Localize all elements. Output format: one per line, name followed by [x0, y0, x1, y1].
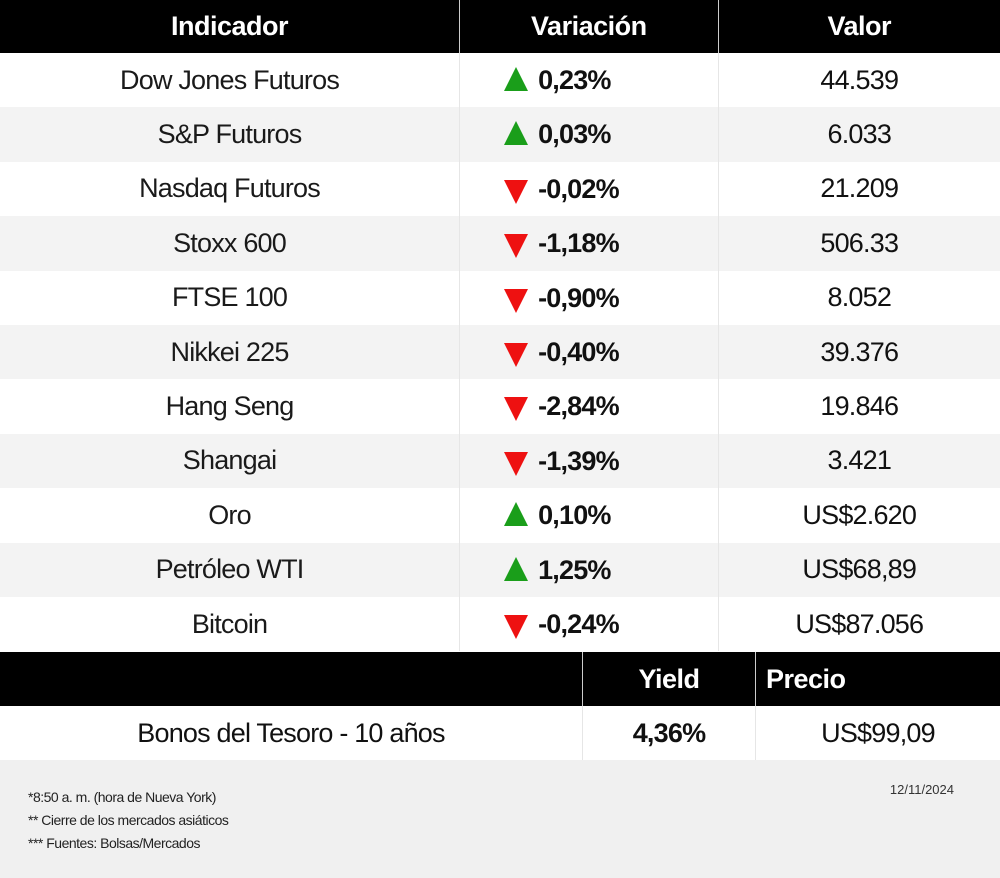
indicator-name: Hang Seng [165, 391, 295, 422]
variation-value: -0,02% [538, 173, 620, 204]
triangle-up-icon [504, 121, 529, 146]
indicator-value: 6.033 [717, 107, 1000, 162]
indicator-value: 19.846 [717, 379, 1000, 434]
bond-name: Bonos del Tesoro - 10 años [137, 717, 445, 748]
indicator-name: Petróleo WTI [155, 554, 305, 585]
indicator-name: Nasdaq Futuros [139, 173, 321, 204]
triangle-down-icon [504, 288, 529, 313]
variation-value: -1,18% [538, 228, 620, 259]
table-row: FTSE 100 -0,90% 8.052 [0, 270, 1000, 325]
indicator-name: Bitcoin [191, 608, 268, 639]
table-row: Dow Jones Futuros 0,23% 44.539 [0, 53, 1000, 108]
header-price: Precio [755, 652, 1000, 706]
table-row: Nikkei 225 -0,40% 39.376 [0, 324, 1000, 380]
header-value: Valor [717, 0, 1000, 53]
indicator-value: 44.539 [717, 53, 1000, 108]
indicator-name: S&P Futuros [157, 119, 303, 150]
table-row: Shangai -1,39% 3.421 [0, 433, 1000, 489]
triangle-up-icon [504, 502, 529, 527]
bond-price: US$99,09 [755, 706, 1000, 760]
variation-value: 0,23% [538, 65, 611, 95]
variation-cell: -1,39% [459, 433, 717, 489]
indicator-name: Oro [208, 499, 251, 530]
variation-value: -0,90% [538, 282, 620, 313]
table-row: Stoxx 600 -1,18% 506.33 [0, 216, 1000, 271]
triangle-up-icon [504, 67, 529, 91]
bond-row: Bonos del Tesoro - 10 años 4,36% US$99,0… [0, 706, 1000, 760]
variation-cell: -2,84% [459, 379, 717, 434]
variation-cell: -1,18% [459, 216, 717, 271]
table-row: S&P Futuros 0,03% 6.033 [0, 107, 1000, 162]
variation-value: -1,39% [538, 445, 620, 476]
indicator-name: Nikkei 225 [170, 336, 290, 367]
triangle-up-icon [504, 556, 529, 581]
table-row: Bitcoin -0,24% US$87.056 [0, 596, 1000, 652]
triangle-down-icon [504, 397, 529, 422]
indicator-value: US$87.056 [717, 596, 1000, 652]
triangle-down-icon [504, 234, 529, 259]
date-label: 12/11/2024 [889, 782, 954, 797]
variation-cell: 0,10% [459, 488, 717, 543]
indicator-value: 506.33 [717, 216, 1000, 271]
header-yield: Yield [582, 652, 755, 706]
variation-cell: 0,03% [459, 107, 717, 162]
footnote-asian-close: ** Cierre de los mercados asiáticos [28, 812, 229, 828]
triangle-down-icon [504, 342, 529, 367]
triangle-down-icon [504, 179, 529, 204]
indicator-value: US$2.620 [717, 488, 1000, 543]
indicator-table: Dow Jones Futuros 0,23% 44.539 S&P Futuros 0… [0, 53, 1000, 652]
variation-cell: -0,02% [459, 161, 717, 217]
variation-value: -2,84% [538, 391, 620, 422]
variation-value: -0,40% [538, 336, 620, 367]
variation-value: 1,25% [538, 554, 611, 585]
indicator-value: US$68,89 [717, 542, 1000, 597]
footer: *8:50 a. m. (hora de Nueva York) ** Cier… [0, 760, 1000, 878]
bond-header: Yield Precio [0, 652, 1000, 706]
variation-value: 0,03% [538, 119, 611, 150]
bond-yield: 4,36% [582, 706, 755, 760]
table-header: Indicador Variación Valor [0, 0, 1000, 53]
indicator-value: 3.421 [717, 433, 1000, 489]
triangle-down-icon [504, 614, 529, 639]
bond-header-spacer [0, 652, 582, 706]
variation-cell: 1,25% [459, 542, 717, 597]
table-row: Oro 0,10% US$2.620 [0, 488, 1000, 543]
footnote-sources: *** Fuentes: Bolsas/Mercados [28, 835, 200, 851]
variation-cell: -0,24% [459, 596, 717, 652]
indicator-name: Stoxx 600 [173, 227, 287, 258]
indicator-value: 21.209 [717, 161, 1000, 217]
indicator-name: Dow Jones Futuros [120, 64, 340, 95]
variation-cell: -0,40% [459, 324, 717, 380]
header-variation: Variación [459, 0, 717, 53]
header-indicator: Indicador [171, 11, 289, 41]
variation-value: 0,10% [538, 500, 611, 531]
triangle-down-icon [504, 451, 529, 476]
indicator-name: Shangai [182, 445, 277, 476]
indicator-name: FTSE 100 [171, 282, 288, 313]
table-row: Hang Seng -2,84% 19.846 [0, 379, 1000, 434]
indicator-value: 8.052 [717, 270, 1000, 325]
table-row: Petróleo WTI 1,25% US$68,89 [0, 542, 1000, 597]
variation-cell: 0,23% [459, 53, 717, 108]
variation-cell: -0,90% [459, 270, 717, 325]
variation-value: -0,24% [538, 608, 620, 639]
indicator-value: 39.376 [717, 324, 1000, 380]
table-row: Nasdaq Futuros -0,02% 21.209 [0, 161, 1000, 217]
footnote-time: *8:50 a. m. (hora de Nueva York) [28, 789, 216, 805]
